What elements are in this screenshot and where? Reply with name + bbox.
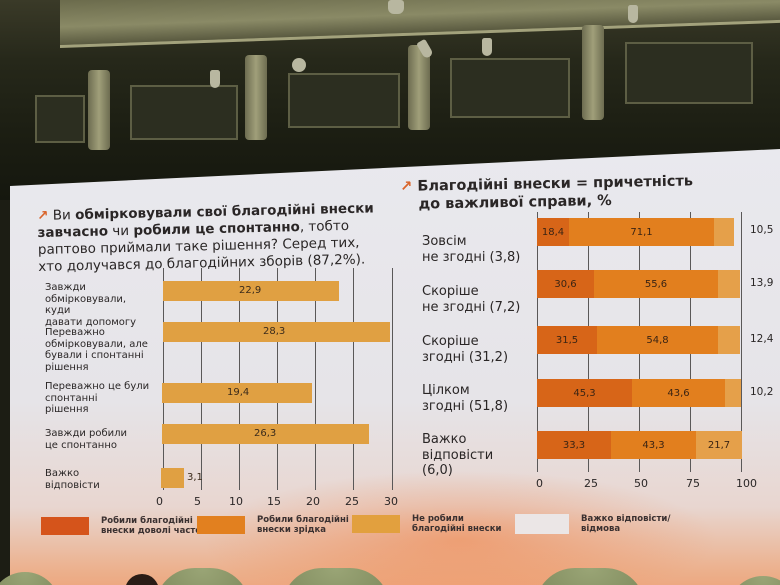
armchair [728,576,780,585]
spotlight-icon [628,5,638,23]
right-chart-title: ↗ Благодійні внески = причетність до важ… [400,173,694,213]
left-category-label: Завжди робили це спонтанно [45,428,128,451]
bar: 22,9 [163,281,339,301]
ceiling-backdrop [0,0,780,200]
spotlight-icon [210,70,220,88]
gridline [201,268,202,490]
ornamental-bracket [88,70,110,150]
outside-value-label: 13,9 [750,277,774,289]
left-category-label: Важко відповісти [45,468,100,491]
screen-glow [200,470,720,585]
bar: 26,3 [162,424,369,444]
wall-panel [450,58,570,118]
stacked-bar: 31,5 54,8 [537,326,740,354]
wall-panel [130,85,238,140]
right-chart-plot: 18,4 71,1 30,6 55,6 31,5 54,8 45,3 43,6 … [537,212,742,472]
stacked-bar: 33,3 43,3 21,7 [537,431,742,459]
stacked-bar: 45,3 43,6 [537,379,741,407]
left-category-label: Переважно це були спонтанні рішення [45,381,150,415]
left-chart-plot: 22,9 28,3 19,4 26,3 3,1 [160,268,400,490]
gridline [315,268,316,490]
left-chart-title: ↗ Ви обмірковували свої благодійні внеск… [37,200,374,275]
bar [161,468,184,488]
stacked-bar: 18,4 71,1 [537,218,734,246]
legend-swatch [197,516,245,534]
gridline [277,268,278,490]
ornamental-bracket [582,25,604,120]
bar: 28,3 [163,322,390,342]
legend-item-never: Не робили благодійні внески [352,514,501,534]
audience-head [125,574,159,585]
ornamental-bracket [245,55,267,140]
armchair [155,568,250,585]
spotlight-icon [388,0,404,14]
right-category-label: Скоріше не згодні (7,2) [422,284,521,315]
gridline [353,268,354,490]
arrow-up-right-icon: ↗ [37,207,49,224]
wall-panel [288,73,400,128]
bar: 19,4 [162,383,312,403]
spotlight-icon [292,58,306,72]
wall-panel [625,42,753,104]
gridline [239,268,240,490]
armchair [282,568,390,585]
right-category-label: Скоріше згодні (31,2) [422,334,509,365]
gridline [392,268,393,490]
stacked-bar: 30,6 55,6 [537,270,740,298]
wall-panel [35,95,85,143]
left-category-label: Переважно обмірковували, але бували і сп… [45,327,148,373]
right-category-label: Важко відповісти (6,0) [422,432,494,478]
legend-item-hard-to-answer: Важко відповісти/ відмова [515,514,670,534]
spotlight-icon [482,38,492,56]
armchair [535,568,645,585]
outside-value-label: 12,4 [750,333,774,345]
left-category-label: Завжди обмірковували, куди давати допомо… [45,282,137,328]
right-category-label: Зовсім не згодні (3,8) [422,234,521,265]
legend-item-rarely: Робили благодійні внески зрідка [197,515,349,535]
legend-item-often: Робили благодійні внески доволі часто [41,516,201,536]
ornamental-bracket [408,45,430,130]
legend-swatch [352,515,400,533]
right-category-label: Цілком згодні (51,8) [422,383,509,414]
legend-swatch [515,514,569,534]
gridline [741,212,742,472]
legend-swatch [41,517,89,535]
outside-value-label: 10,5 [750,224,774,236]
arrow-up-right-icon: ↗ [400,178,413,195]
gridline [163,268,164,490]
outside-value-label: 10,2 [750,386,774,398]
